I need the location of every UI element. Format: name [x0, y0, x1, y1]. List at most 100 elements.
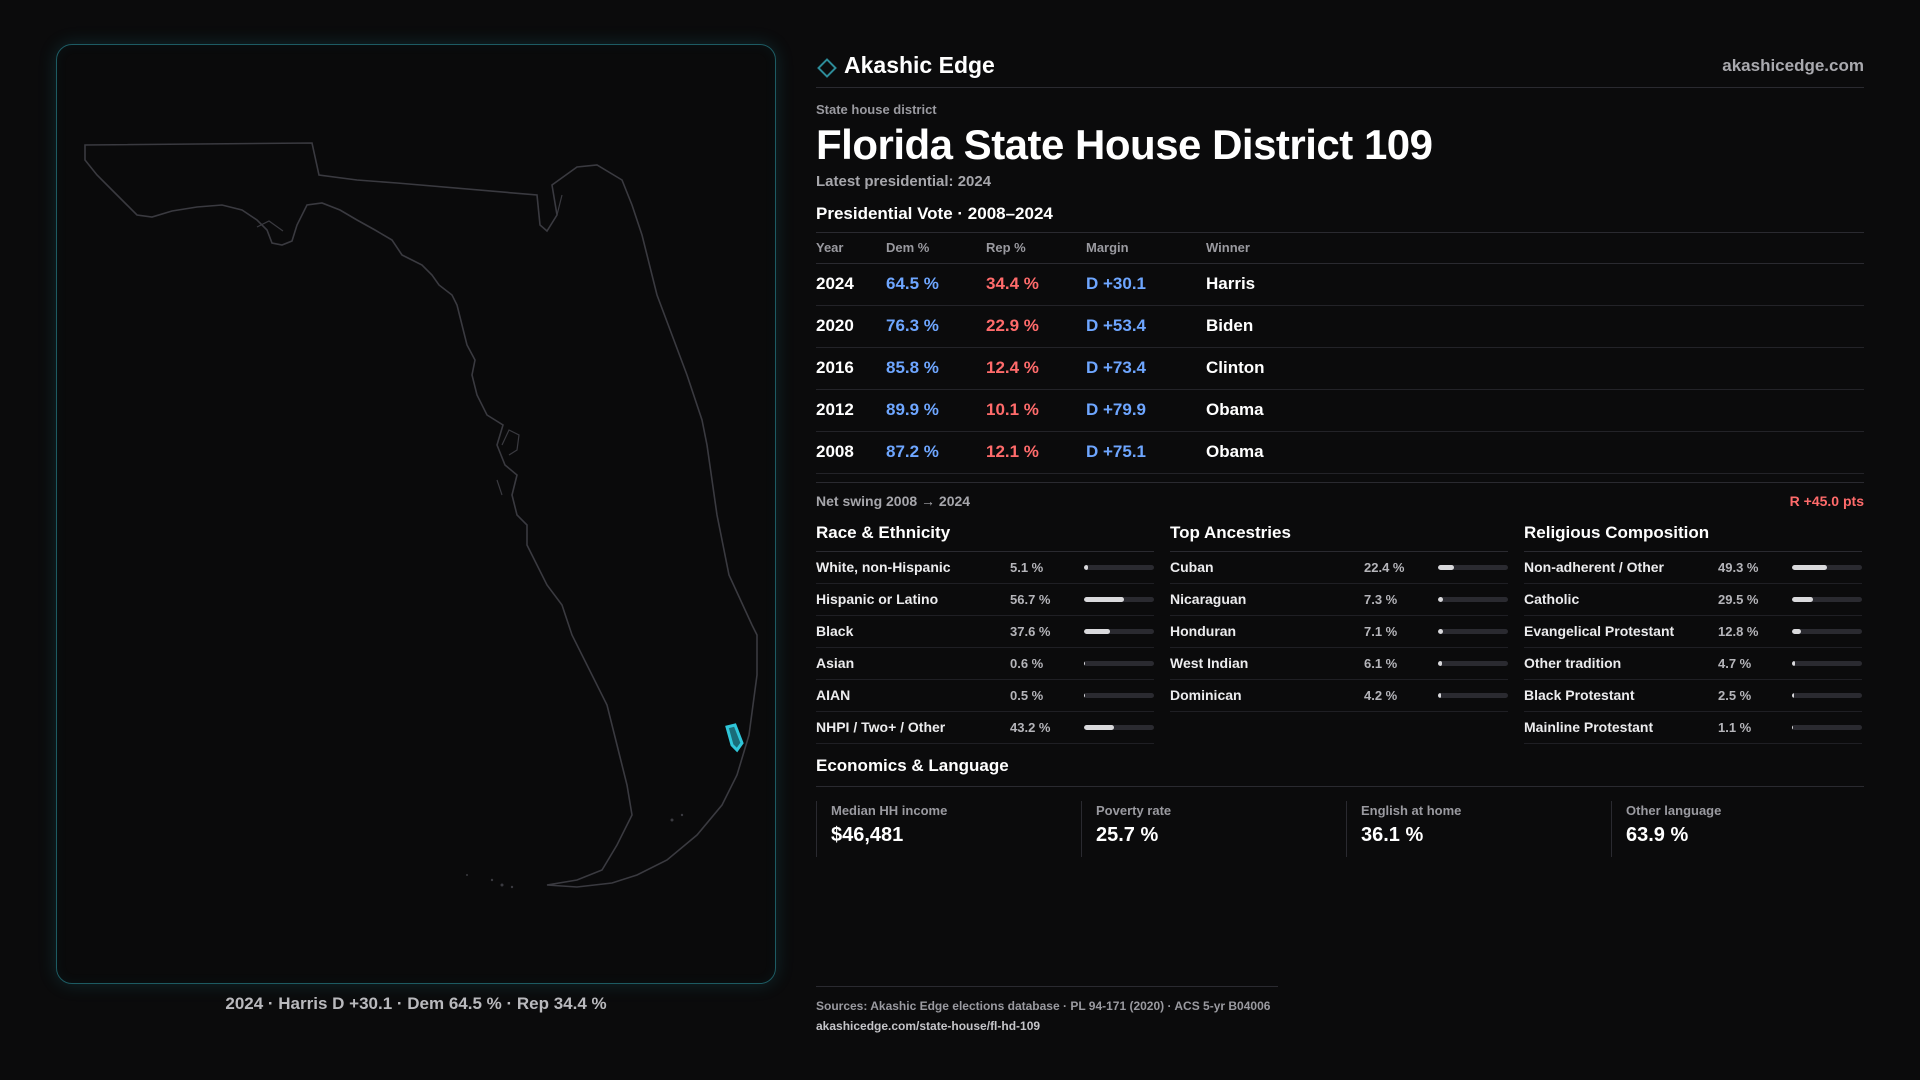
list-item-pct: 6.1 %: [1364, 655, 1398, 671]
list-item-pct: 5.1 %: [1010, 559, 1044, 575]
col-margin: Margin: [1086, 233, 1206, 264]
list-item-pct: 4.7 %: [1718, 655, 1752, 671]
econ-card-other-language: Other language 63.9 %: [1611, 800, 1864, 857]
list-item-pct: 4.2 %: [1364, 687, 1398, 703]
list-item-pct: 0.6 %: [1010, 655, 1044, 671]
share-bar: [1438, 692, 1508, 698]
list-item-label: Cuban: [1170, 559, 1214, 575]
share-bar: [1438, 564, 1508, 570]
econ-card-income: Median HH income $46,481: [816, 800, 1069, 857]
list-item-label: White, non-Hispanic: [816, 559, 951, 575]
col-rep: Rep %: [986, 233, 1086, 264]
col-winner: Winner: [1206, 233, 1864, 264]
share-bar-fill: [1792, 564, 1827, 570]
econ-label: Median HH income: [831, 802, 948, 818]
footer-url-link[interactable]: akashicedge.com/state-house/fl-hd-109: [816, 1019, 1041, 1033]
map-caption: 2024 · Harris D +30.1 · Dem 64.5 % · Rep…: [225, 994, 607, 1013]
list-item-label: Catholic: [1524, 591, 1580, 607]
list-item-label: Evangelical Protestant: [1524, 623, 1675, 639]
detail-panel: Akashic Edge akashicedge.com State house…: [816, 44, 1864, 857]
share-bar: [1792, 564, 1862, 570]
share-bar-fill: [1792, 692, 1794, 698]
econ-card-english: English at home 36.1 %: [1346, 800, 1599, 857]
row-margin: D +53.4: [1086, 305, 1206, 348]
econ-value: 36.1 %: [1361, 823, 1424, 846]
list-item-label: Black: [816, 623, 854, 639]
row-year: 2024: [816, 263, 886, 306]
share-bar-fill: [1792, 660, 1796, 666]
economics-heading: Economics & Language: [816, 756, 1864, 787]
list-item: Nicaraguan 7.3 %: [1170, 584, 1508, 616]
share-bar-fill: [1438, 660, 1443, 666]
florida-map[interactable]: [57, 45, 777, 985]
page-title: Florida State House District 109: [816, 121, 1433, 168]
table-row: 2012 89.9 % 10.1 % D +79.9 Obama: [816, 389, 1864, 432]
list-item-pct: 37.6 %: [1010, 623, 1051, 639]
district-109-highlight[interactable]: [725, 723, 744, 753]
table-row: 2008 87.2 % 12.1 % D +75.1 Obama: [816, 431, 1864, 474]
demographics-grid: Race & Ethnicity White, non-Hispanic 5.1 …: [816, 523, 1864, 744]
list-item-label: Asian: [816, 655, 855, 671]
row-winner: Biden: [1206, 305, 1864, 348]
row-rep: 12.1 %: [986, 431, 1086, 474]
florida-outline: [84, 142, 758, 888]
share-bar: [1792, 660, 1862, 666]
list-item-label: West Indian: [1170, 655, 1249, 671]
religion-section: Religious Composition Non-adherent / Oth…: [1524, 523, 1862, 744]
share-bar-fill: [1084, 724, 1115, 730]
list-item: West Indian 6.1 %: [1170, 648, 1508, 680]
brand-name: Akashic Edge: [844, 52, 995, 78]
presidential-heading: Presidential Vote · 2008–2024: [816, 204, 1864, 233]
list-item: Non-adherent / Other 49.3 %: [1524, 552, 1862, 584]
brand-url-link[interactable]: akashicedge.com: [1722, 55, 1864, 75]
ancestry-section: Top Ancestries Cuban 22.4 % Nicaraguan 7.3 …: [1170, 523, 1508, 744]
row-winner: Obama: [1206, 389, 1864, 432]
footer: Sources: Akashic Edge elections database…: [816, 986, 1278, 1033]
row-margin: D +79.9: [1086, 389, 1206, 432]
list-item-label: Honduran: [1170, 623, 1237, 639]
list-item-pct: 7.3 %: [1364, 591, 1398, 607]
list-item-label: Non-adherent / Other: [1524, 559, 1665, 575]
share-bar-fill: [1438, 692, 1441, 698]
row-dem: 85.8 %: [886, 347, 986, 390]
share-bar-fill: [1438, 596, 1444, 602]
list-item-label: Nicaraguan: [1170, 591, 1247, 607]
row-rep: 10.1 %: [986, 389, 1086, 432]
row-year: 2020: [816, 305, 886, 348]
list-item-label: Hispanic or Latino: [816, 591, 939, 607]
share-bar: [1792, 628, 1862, 634]
latest-presidential: Latest presidential: 2024: [816, 173, 992, 190]
share-bar-fill: [1792, 724, 1794, 730]
share-bar-fill: [1792, 628, 1801, 634]
list-item: Black Protestant 2.5 %: [1524, 680, 1862, 712]
share-bar: [1792, 692, 1862, 698]
list-item-label: Black Protestant: [1524, 687, 1635, 703]
swing-label: Net swing 2008 → 2024: [816, 492, 971, 509]
list-item-label: Mainline Protestant: [1524, 719, 1654, 735]
list-item: Asian 0.6 %: [816, 648, 1154, 680]
row-year: 2012: [816, 389, 886, 432]
sources-text: Sources: Akashic Edge elections database…: [816, 999, 1271, 1013]
list-item: Cuban 22.4 %: [1170, 552, 1508, 584]
share-bar-fill: [1792, 596, 1813, 602]
row-rep: 22.9 %: [986, 305, 1086, 348]
table-row: 2016 85.8 % 12.4 % D +73.4 Clinton: [816, 347, 1864, 390]
list-item: Black 37.6 %: [816, 616, 1154, 648]
econ-label: Other language: [1626, 802, 1722, 818]
map-panel[interactable]: [56, 44, 776, 984]
brand[interactable]: Akashic Edge: [816, 52, 995, 79]
religion-heading: Religious Composition: [1524, 523, 1862, 552]
list-item-label: AIAN: [816, 687, 851, 703]
row-margin: D +75.1: [1086, 431, 1206, 474]
ancestry-heading: Top Ancestries: [1170, 523, 1508, 552]
share-bar-fill: [1084, 628, 1111, 634]
row-rep: 12.4 %: [986, 347, 1086, 390]
col-dem: Dem %: [886, 233, 986, 264]
share-bar: [1084, 660, 1154, 666]
list-item-pct: 2.5 %: [1718, 687, 1752, 703]
economics-grid: Median HH income $46,481 Poverty rate 25…: [816, 800, 1864, 857]
list-item-label: Dominican: [1170, 687, 1242, 703]
share-bar-fill: [1084, 660, 1086, 666]
row-margin: D +73.4: [1086, 347, 1206, 390]
list-item: AIAN 0.5 %: [816, 680, 1154, 712]
